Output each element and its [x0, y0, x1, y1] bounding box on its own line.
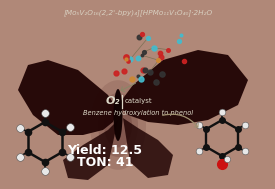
Text: catalyst: catalyst [125, 98, 153, 104]
Ellipse shape [114, 89, 122, 141]
Text: O₂: O₂ [106, 96, 120, 106]
Text: Yield: 12.5: Yield: 12.5 [67, 143, 142, 156]
Ellipse shape [98, 93, 138, 157]
Polygon shape [18, 60, 118, 135]
Text: Benzene hydroxylation to phenol: Benzene hydroxylation to phenol [83, 110, 193, 116]
Ellipse shape [104, 103, 132, 147]
Text: TON: 41: TON: 41 [77, 156, 133, 170]
Polygon shape [63, 120, 118, 180]
Text: [Mo₅V₂O₁₆(2,2'-bpy)₄][HPMo₁₁V₁O₄₀]·2H₂O: [Mo₅V₂O₁₆(2,2'-bpy)₄][HPMo₁₁V₁O₄₀]·2H₂O [63, 9, 213, 16]
Ellipse shape [90, 80, 146, 170]
Polygon shape [118, 50, 248, 125]
Polygon shape [123, 118, 173, 178]
